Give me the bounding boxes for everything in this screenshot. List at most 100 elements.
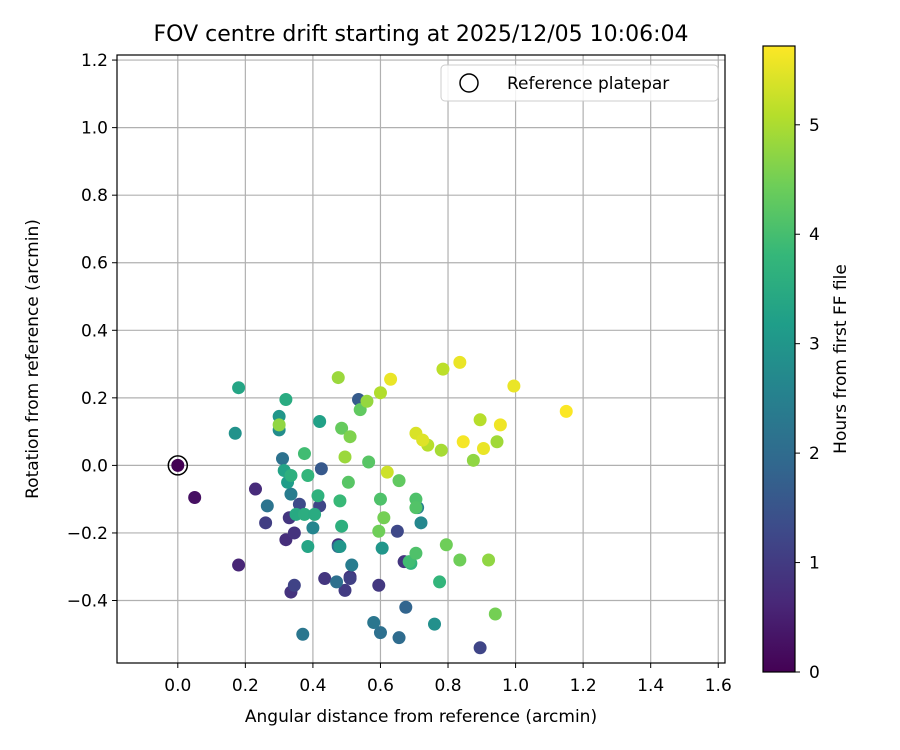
colorbar-tick-label: 5 xyxy=(809,116,820,136)
x-axis-label: Angular distance from reference (arcmin) xyxy=(245,707,597,727)
x-axis: 0.0 0.2 0.4 0.6 0.8 1.0 1.2 1.4 1.6 xyxy=(164,663,732,696)
data-point-96 xyxy=(507,379,521,393)
data-point-67 xyxy=(392,474,406,488)
data-point-53 xyxy=(301,469,315,483)
grid xyxy=(117,55,725,663)
data-point-50 xyxy=(297,507,311,521)
data-point-10 xyxy=(292,497,306,511)
colorbar-tick-label: 4 xyxy=(809,225,820,245)
data-point-90 xyxy=(416,433,430,447)
data-point-66 xyxy=(362,455,376,469)
data-point-18 xyxy=(372,578,386,592)
data-point-82 xyxy=(466,453,480,467)
data-point-86 xyxy=(380,465,394,479)
data-point-22 xyxy=(399,600,413,614)
data-point-14 xyxy=(338,583,352,597)
y-tick-label: 0.8 xyxy=(81,186,108,206)
data-point-19 xyxy=(390,524,404,538)
x-tick-label: 1.6 xyxy=(705,676,732,696)
data-point-46 xyxy=(313,414,327,428)
data-point-23 xyxy=(392,631,406,645)
data-point-70 xyxy=(439,538,453,552)
colorbar-tick-label: 3 xyxy=(809,335,820,355)
legend-box xyxy=(440,64,719,102)
data-point-81 xyxy=(373,386,387,400)
data-point-43 xyxy=(232,381,246,395)
y-tick-label: 0.0 xyxy=(81,456,108,476)
x-tick-label: 0.2 xyxy=(232,676,259,696)
data-point-75 xyxy=(343,430,357,444)
data-point-83 xyxy=(490,435,504,449)
y-tick-label: 0.4 xyxy=(81,321,108,341)
data-point-92 xyxy=(453,355,467,369)
y-tick-label: 1.2 xyxy=(81,51,108,71)
data-point-35 xyxy=(284,487,298,501)
data-point-52 xyxy=(308,507,322,521)
x-tick-label: 1.2 xyxy=(570,676,597,696)
reference-platepar-marker xyxy=(167,455,189,476)
x-tick-label: 0.8 xyxy=(434,676,461,696)
y-tick-label: −0.4 xyxy=(67,592,108,612)
data-point-48 xyxy=(284,469,298,483)
data-point-21 xyxy=(473,641,487,655)
data-point-38 xyxy=(414,516,428,530)
y-tick-label: 0.6 xyxy=(81,254,108,274)
data-point-51 xyxy=(301,539,315,553)
data-point-87 xyxy=(436,362,450,376)
colorbar-tick-label: 2 xyxy=(809,444,820,464)
colorbar-gradient xyxy=(763,46,795,672)
colorbar-label: Hours from first FF file xyxy=(831,264,851,454)
data-point-62 xyxy=(373,492,387,506)
data-point-72 xyxy=(488,607,502,621)
data-point-88 xyxy=(473,413,487,427)
data-point-12 xyxy=(318,572,332,586)
data-point-30 xyxy=(260,499,274,513)
y-axis-label: Rotation from reference (arcmin) xyxy=(23,219,43,499)
y-tick-label: 0.2 xyxy=(81,389,108,409)
data-point-68 xyxy=(377,511,391,525)
data-point-31 xyxy=(276,452,290,466)
data-point-84 xyxy=(434,443,448,457)
y-tick-label: 1.0 xyxy=(81,119,108,139)
data-point-27 xyxy=(314,462,328,476)
data-point-32 xyxy=(345,558,359,572)
data-point-80 xyxy=(331,371,345,385)
data-point-64 xyxy=(409,501,423,515)
x-tick-label: 1.0 xyxy=(502,676,529,696)
data-point-71 xyxy=(453,553,467,567)
data-point-61 xyxy=(409,546,423,560)
data-point-25 xyxy=(367,615,381,629)
data-point-55 xyxy=(335,519,349,533)
x-tick-label: 0.4 xyxy=(299,676,326,696)
data-point-59 xyxy=(433,575,447,589)
data-point-0 xyxy=(171,458,185,472)
data-point-1 xyxy=(188,490,202,504)
data-point-74 xyxy=(335,421,349,435)
data-point-39 xyxy=(375,541,389,555)
data-point-97 xyxy=(559,404,573,418)
data-point-45 xyxy=(279,393,293,407)
data-point-93 xyxy=(456,435,470,449)
colorbar-frame xyxy=(762,45,796,673)
data-point-16 xyxy=(343,572,357,586)
data-point-79 xyxy=(360,394,374,408)
data-point-57 xyxy=(297,447,311,461)
data-point-33 xyxy=(333,539,347,553)
colorbar-tick-label: 0 xyxy=(809,663,820,683)
data-point-78 xyxy=(338,450,352,464)
data-point-56 xyxy=(333,494,347,508)
legend-entry-reference-platepar: Reference platepar xyxy=(507,74,669,94)
data-point-69 xyxy=(372,524,386,538)
data-point-28 xyxy=(330,575,344,589)
data-points xyxy=(167,355,573,655)
data-point-42 xyxy=(228,426,242,440)
x-tick-label: 1.4 xyxy=(637,676,664,696)
data-point-65 xyxy=(341,475,355,489)
data-point-2 xyxy=(232,558,246,572)
legend-open-circle-marker xyxy=(459,73,479,93)
data-point-4 xyxy=(259,516,273,530)
plot-frame xyxy=(116,54,726,664)
data-point-73 xyxy=(482,553,496,567)
data-point-95 xyxy=(493,418,507,432)
